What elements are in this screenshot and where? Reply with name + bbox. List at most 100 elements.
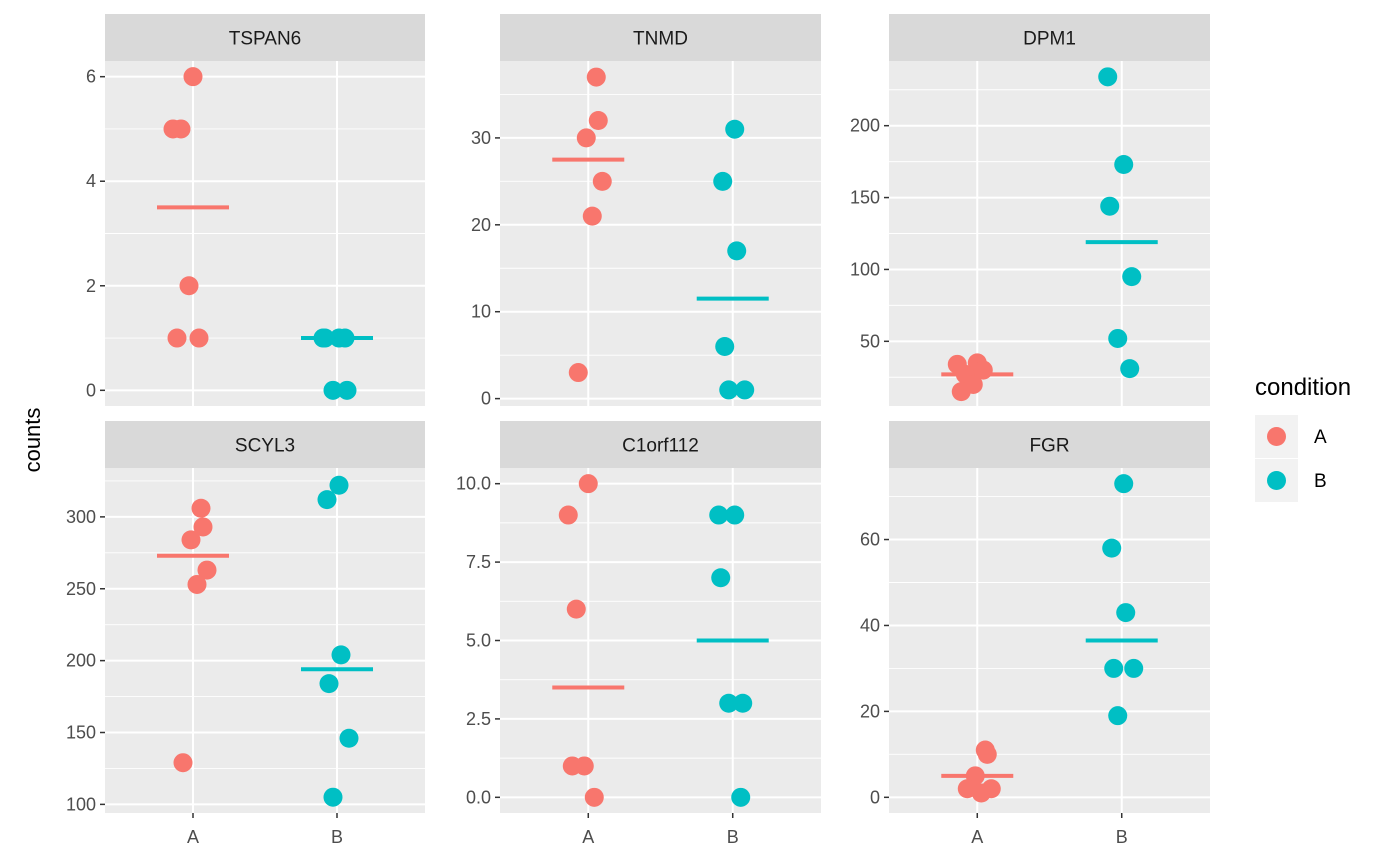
data-point — [1100, 196, 1120, 216]
facet-strip — [889, 421, 1210, 468]
data-point — [715, 336, 735, 356]
legend-swatch — [1267, 427, 1286, 446]
data-point — [187, 574, 207, 594]
y-tick-label: 300 — [66, 507, 96, 527]
data-point — [339, 728, 359, 748]
facet-title: SCYL3 — [235, 436, 295, 457]
data-point — [329, 475, 349, 495]
legend: condition A B — [1255, 374, 1351, 502]
y-tick-label: 20 — [471, 215, 491, 235]
panel-background — [500, 61, 821, 406]
x-tick-label: A — [971, 827, 983, 847]
data-point — [725, 119, 745, 139]
y-tick-label: 30 — [471, 128, 491, 148]
data-point — [1122, 267, 1142, 287]
facet-title: TNMD — [633, 29, 688, 50]
data-point — [179, 276, 199, 296]
data-point — [731, 787, 751, 807]
data-point — [323, 380, 343, 400]
facet-strip — [889, 14, 1210, 61]
y-tick-label: 150 — [66, 723, 96, 743]
data-point — [709, 505, 729, 525]
data-point — [1108, 706, 1128, 726]
x-tick-label: A — [582, 827, 594, 847]
y-tick-label: 200 — [850, 116, 880, 136]
facet-panels: TSPAN60246TNMD0102030DPM150100150200SCYL… — [66, 14, 1210, 847]
data-point — [735, 380, 755, 400]
data-point — [189, 328, 209, 348]
data-point — [558, 505, 578, 525]
data-point — [335, 328, 355, 348]
y-tick-label: 250 — [66, 579, 96, 599]
data-point — [1114, 155, 1134, 174]
x-tick-label: B — [727, 827, 739, 847]
panel-background — [105, 468, 425, 813]
data-point — [319, 674, 339, 694]
y-tick-label: 0.0 — [466, 787, 491, 807]
y-tick-label: 2 — [86, 276, 96, 296]
y-tick-label: 0 — [481, 389, 491, 409]
data-point — [566, 599, 586, 619]
data-point — [725, 505, 745, 525]
facet-panel: C1orf112 0.0 2.5 5.0 7.5 10.0 A B — [456, 421, 821, 847]
y-tick-label: 60 — [860, 530, 880, 550]
data-point — [592, 171, 612, 191]
data-point — [315, 328, 335, 348]
y-tick-label: 50 — [860, 331, 880, 351]
y-tick-label: 10 — [471, 302, 491, 322]
data-point — [181, 530, 201, 550]
facet-panel: TSPAN6 0 2 4 6 — [86, 14, 425, 406]
facet-panel: SCYL3 100 150 200 250 300 A B — [66, 421, 425, 847]
data-point — [337, 380, 357, 400]
facet-panel: DPM1 50 100 150 200 — [850, 14, 1210, 406]
data-point — [317, 490, 337, 510]
data-point — [568, 363, 588, 383]
data-point — [323, 787, 343, 807]
x-tick-label: A — [187, 827, 199, 847]
data-point — [167, 328, 187, 348]
data-point — [711, 568, 731, 588]
data-point — [957, 779, 977, 799]
facet-title: FGR — [1029, 436, 1069, 457]
facet-strip — [500, 421, 821, 468]
facet-title: TSPAN6 — [229, 29, 302, 50]
facet-panel: TNMD 0 10 20 30 — [471, 14, 821, 409]
y-tick-label: 10.0 — [456, 474, 491, 494]
data-point — [719, 380, 739, 400]
legend-label: B — [1314, 471, 1327, 492]
data-point — [588, 111, 608, 131]
data-point — [582, 206, 602, 226]
data-point — [584, 787, 604, 807]
data-point — [1102, 538, 1122, 558]
facet-strip — [500, 14, 821, 61]
legend-title: condition — [1255, 374, 1351, 401]
data-point — [713, 171, 733, 191]
data-point — [1114, 474, 1134, 494]
data-point — [973, 360, 993, 380]
y-tick-label: 40 — [860, 615, 880, 635]
data-point — [733, 693, 753, 713]
data-point — [586, 67, 606, 87]
data-point — [1108, 328, 1128, 348]
y-axis-label: counts — [20, 408, 45, 473]
data-point — [331, 645, 351, 665]
data-point — [1104, 658, 1124, 678]
data-point — [1120, 359, 1140, 379]
data-point — [1098, 67, 1118, 87]
data-point — [562, 756, 582, 776]
data-point — [977, 744, 997, 764]
data-point — [727, 241, 747, 261]
y-tick-label: 2.5 — [466, 709, 491, 729]
data-point — [1124, 658, 1144, 678]
y-tick-label: 0 — [870, 787, 880, 807]
y-tick-label: 4 — [86, 171, 96, 191]
data-point — [578, 474, 598, 494]
y-tick-label: 20 — [860, 701, 880, 721]
facet-strip — [105, 421, 425, 468]
y-tick-label: 200 — [66, 651, 96, 671]
legend-label: A — [1314, 427, 1327, 448]
facet-title: C1orf112 — [622, 436, 699, 457]
data-point — [191, 498, 211, 518]
data-point — [171, 119, 191, 139]
